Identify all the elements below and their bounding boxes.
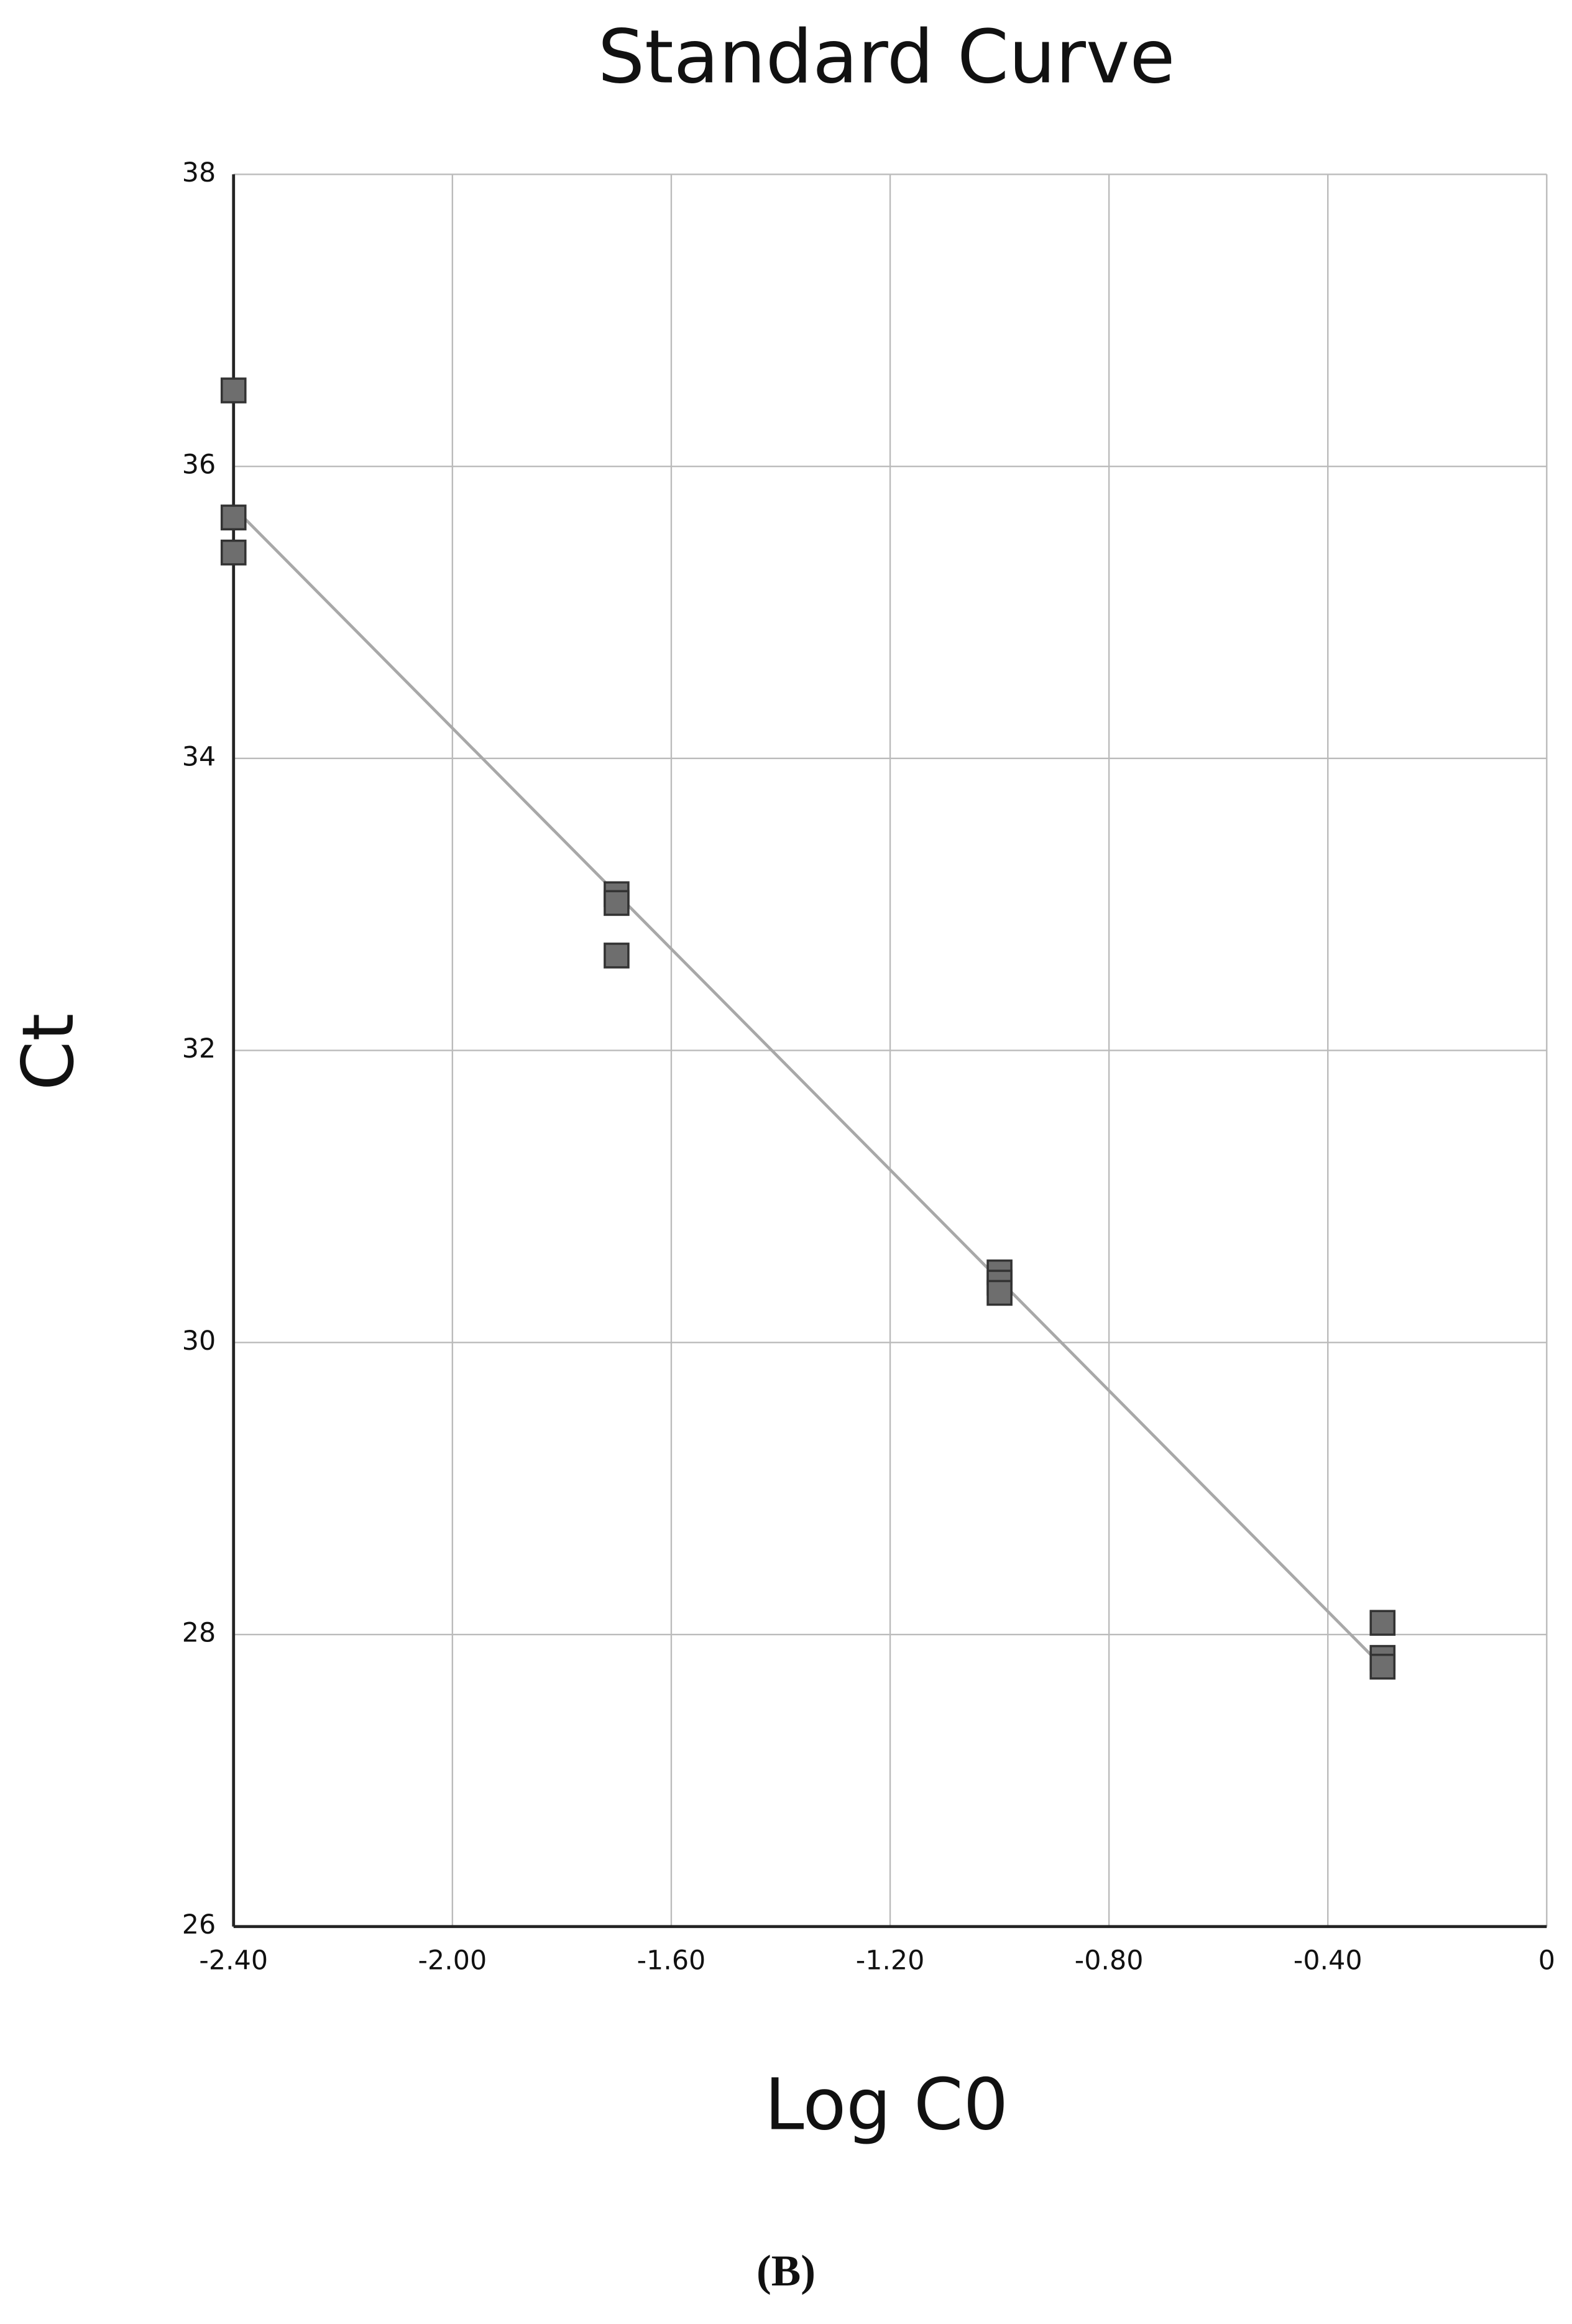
- y-axis-label: Ct: [7, 1013, 90, 1091]
- y-tick-label: 32: [182, 1033, 216, 1064]
- y-tick-label: 26: [182, 1909, 216, 1940]
- data-point: [604, 943, 630, 969]
- data-point: [220, 377, 247, 403]
- data-point: [1369, 1653, 1396, 1680]
- data-point: [986, 1280, 1013, 1306]
- x-tick-label: 0: [1538, 1945, 1555, 1976]
- x-tick-label: -2.00: [418, 1945, 487, 1976]
- data-point: [220, 539, 247, 566]
- x-tick-label: -0.80: [1075, 1945, 1144, 1976]
- trend-line: [232, 506, 1384, 1668]
- x-tick-label: -0.40: [1294, 1945, 1363, 1976]
- caption: (B): [756, 2246, 816, 2295]
- y-tick-label: 38: [182, 157, 216, 188]
- x-tick-label: -1.60: [637, 1945, 706, 1976]
- y-tick-label: 34: [182, 741, 216, 772]
- data-point: [1369, 1610, 1396, 1636]
- data-point: [220, 504, 247, 531]
- y-tick-label: 36: [182, 450, 216, 481]
- y-tick-label: 28: [182, 1618, 216, 1649]
- x-axis-label: Log C0: [765, 2063, 1008, 2146]
- y-tick-label: 30: [182, 1326, 216, 1357]
- data-point: [604, 890, 630, 916]
- chart-title: Standard Curve: [598, 15, 1175, 101]
- x-tick-label: -2.40: [199, 1945, 268, 1976]
- x-tick-label: -1.20: [856, 1945, 925, 1976]
